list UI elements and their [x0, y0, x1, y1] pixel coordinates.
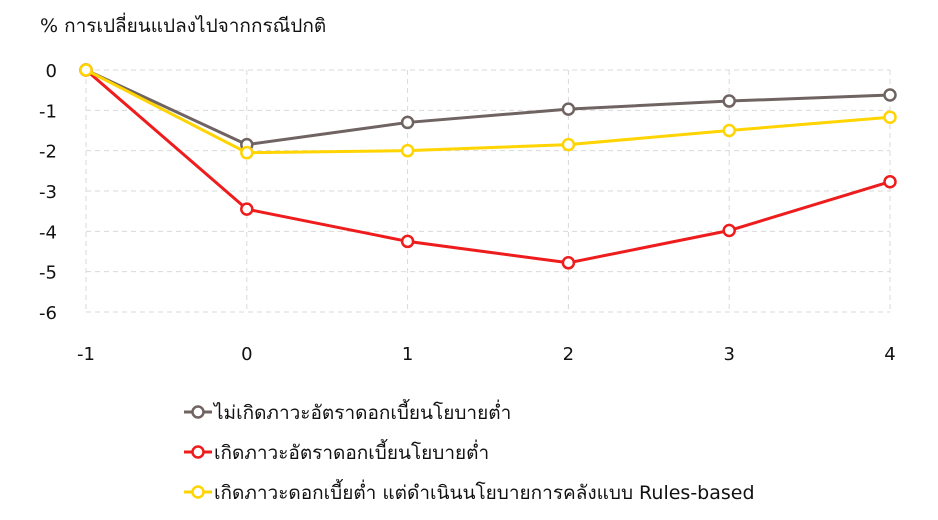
legend-entry: เกิดภาวะดอกเบี้ยต่ำ แต่ดำเนินนโยบายการคล… [184, 479, 755, 504]
x-axis-ticks: -1 0 1 2 3 4 [77, 344, 896, 365]
x-tick-label: 0 [241, 344, 252, 365]
series-line [85, 68, 891, 155]
legend-entry: เกิดภาวะอัตราดอกเบี้ยนโยบายต่ำ [184, 439, 489, 464]
data-point [883, 88, 897, 102]
x-tick-label: -1 [77, 344, 95, 365]
legend-marker [191, 445, 205, 459]
data-point [722, 223, 736, 238]
x-tick-label: 4 [884, 344, 895, 365]
y-axis-label: % การเปลี่ยนแปลงไปจากกรณีปกติ [40, 12, 326, 37]
gridlines [85, 69, 891, 313]
legend: ไม่เกิดภาวะอัตราดอกเบี้ยนโยบายต่ำเกิดภาว… [184, 399, 755, 504]
data-point [561, 256, 576, 270]
data-point [722, 94, 736, 108]
y-tick-label: -6 [39, 303, 57, 324]
x-tick-label: 1 [402, 344, 413, 365]
y-tick-label: -4 [39, 222, 57, 243]
data-point [240, 202, 254, 216]
series-line [85, 68, 891, 265]
legend-entry: ไม่เกิดภาวะอัตราดอกเบี้ยนโยบายต่ำ [184, 399, 511, 424]
data-point [400, 143, 415, 158]
y-axis-ticks: 0 -1 -2 -3 -4 -5 -6 [39, 61, 57, 324]
legend-marker [191, 485, 205, 499]
data-point [722, 123, 736, 138]
data-point [883, 110, 897, 124]
y-tick-label: -1 [39, 101, 57, 122]
y-tick-label: -2 [39, 142, 57, 163]
y-tick-label: -5 [39, 263, 57, 284]
legend-label: ไม่เกิดภาวะอัตราดอกเบี้ยนโยบายต่ำ [212, 399, 511, 424]
x-tick-label: 2 [563, 344, 574, 365]
series-lines [79, 63, 897, 270]
y-tick-label: -3 [39, 182, 57, 203]
data-point [79, 63, 93, 77]
legend-marker [191, 405, 205, 419]
legend-label: เกิดภาวะอัตราดอกเบี้ยนโยบายต่ำ [214, 439, 489, 464]
x-tick-label: 3 [723, 344, 734, 365]
data-point [400, 234, 415, 249]
legend-label: เกิดภาวะดอกเบี้ยต่ำ แต่ดำเนินนโยบายการคล… [214, 479, 755, 504]
data-point [400, 115, 415, 130]
y-tick-label: 0 [46, 61, 57, 82]
data-point [561, 137, 576, 152]
series-0 [79, 63, 897, 152]
series-1 [79, 63, 897, 270]
series-line [85, 68, 891, 147]
data-point [240, 145, 254, 160]
data-point [883, 174, 897, 189]
data-point [561, 102, 576, 116]
series-2 [79, 63, 897, 160]
